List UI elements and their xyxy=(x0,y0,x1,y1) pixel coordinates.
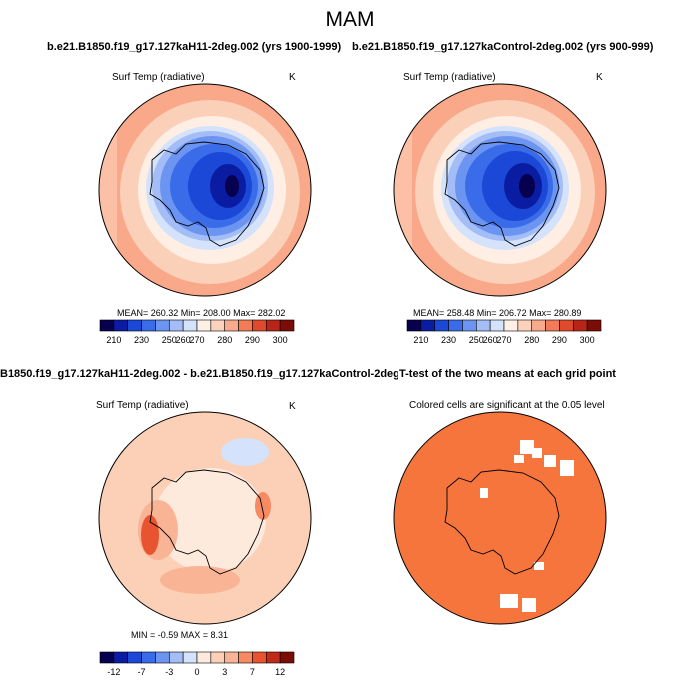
colorbar-box xyxy=(224,651,239,664)
colorbar-box xyxy=(210,319,226,332)
colorbar-box xyxy=(224,319,239,332)
units-label-top-left: K xyxy=(289,72,296,83)
colorbar-box xyxy=(252,651,267,664)
colorbar-box xyxy=(113,319,129,332)
significance-note: Colored cells are significant at the 0.0… xyxy=(409,400,605,411)
panel-header-top-left: b.e21.B1850.f19_g17.127kaH11-2deg.002 (y… xyxy=(47,41,342,53)
colorbar-tick-label: 3 xyxy=(222,667,228,677)
variable-label-top-right: Surf Temp (radiative) xyxy=(403,72,496,83)
colorbar-tick-label: -12 xyxy=(107,667,121,677)
colorbar-top-right xyxy=(406,319,602,332)
colorbar-tick-label: 210 xyxy=(413,335,429,345)
colorbar-tick-label: 230 xyxy=(134,335,150,345)
colorbar-box xyxy=(279,651,295,664)
map-bottom-left xyxy=(98,411,312,625)
colorbar-tick-label: 7 xyxy=(249,667,255,677)
colorbar-box xyxy=(279,319,295,332)
colorbar-box xyxy=(113,651,129,664)
colorbar-tick-label: 280 xyxy=(217,335,233,345)
colorbar-box xyxy=(434,319,449,332)
colorbar-tick-label: 250 xyxy=(468,335,484,345)
colorbar-tick-label: 260 xyxy=(175,335,191,345)
colorbar-top-left xyxy=(99,319,295,332)
units-label-top-right: K xyxy=(596,72,603,83)
stats-top-right: MEAN= 258.48 Min= 206.72 Max= 280.89 xyxy=(413,308,582,318)
colorbar-box xyxy=(196,319,212,332)
colorbar-box xyxy=(99,319,115,332)
colorbar-tick-label: -7 xyxy=(137,667,146,677)
colorbar-tick-label: -3 xyxy=(165,667,174,677)
colorbar-box xyxy=(99,651,115,664)
colorbar-box xyxy=(141,319,156,332)
map-top-right xyxy=(393,83,607,297)
colorbar-tick-label: 12 xyxy=(275,667,286,677)
colorbar-tick-label: 300 xyxy=(579,335,595,345)
colorbar-tick-label: 270 xyxy=(189,335,205,345)
colorbar-box xyxy=(141,651,156,664)
colorbar-box xyxy=(420,319,436,332)
colorbar-box xyxy=(531,319,546,332)
colorbar-box xyxy=(475,319,491,332)
colorbar-box xyxy=(462,319,477,332)
colorbar-box xyxy=(196,651,212,664)
colorbar-box xyxy=(155,651,170,664)
stats-bottom-left: MIN = -0.59 MAX = 8.31 xyxy=(131,630,229,640)
colorbar-tick-label: 250 xyxy=(161,335,177,345)
colorbar-box xyxy=(503,319,519,332)
colorbar-box xyxy=(182,319,198,332)
colorbar-box xyxy=(238,319,253,332)
map-bottom-right xyxy=(393,411,607,625)
colorbar-box xyxy=(127,651,142,664)
colorbar-box xyxy=(265,319,281,332)
stats-top-left: MEAN= 260.32 Min= 208.00 Max= 282.02 xyxy=(117,308,286,318)
colorbar-box xyxy=(168,319,184,332)
colorbar-tick-label: 230 xyxy=(441,335,457,345)
colorbar-bottom-left xyxy=(99,651,295,664)
colorbar-box xyxy=(572,319,588,332)
colorbar-box xyxy=(586,319,602,332)
colorbar-box xyxy=(265,651,281,664)
panel-header-top-right: b.e21.B1850.f19_g17.127kaControl-2deg.00… xyxy=(352,41,654,53)
colorbar-box xyxy=(238,651,253,664)
colorbar-tick-label: 290 xyxy=(244,335,260,345)
colorbar-box xyxy=(168,651,184,664)
colorbar-box xyxy=(252,319,267,332)
page-title: MAM xyxy=(325,8,375,31)
colorbar-box xyxy=(559,319,574,332)
colorbar-box xyxy=(127,319,142,332)
colorbar-tick-label: 280 xyxy=(524,335,540,345)
variable-label-bottom-left: Surf Temp (radiative) xyxy=(96,400,189,411)
colorbar-box xyxy=(448,319,463,332)
variable-label-top-left: Surf Temp (radiative) xyxy=(112,72,205,83)
colorbar-tick-label: 260 xyxy=(482,335,498,345)
colorbar-tick-label: 270 xyxy=(496,335,512,345)
colorbar-tick-label: 290 xyxy=(551,335,567,345)
colorbar-box xyxy=(182,651,198,664)
colorbar-box xyxy=(545,319,560,332)
colorbar-tick-label: 210 xyxy=(106,335,122,345)
units-label-bottom-left: K xyxy=(289,401,296,412)
colorbar-box xyxy=(155,319,170,332)
colorbar-box xyxy=(210,651,226,664)
colorbar-box xyxy=(517,319,533,332)
colorbar-tick-label: 0 xyxy=(194,667,200,677)
colorbar-tick-label: 300 xyxy=(272,335,288,345)
map-top-left xyxy=(98,83,312,297)
panel-header-bottom-left: B1850.f19_g17.127kaH11-2deg.002 - b.e21.… xyxy=(0,368,422,380)
colorbar-box xyxy=(406,319,422,332)
panel-header-bottom-right: T-test of the two means at each grid poi… xyxy=(398,368,616,380)
colorbar-box xyxy=(489,319,505,332)
